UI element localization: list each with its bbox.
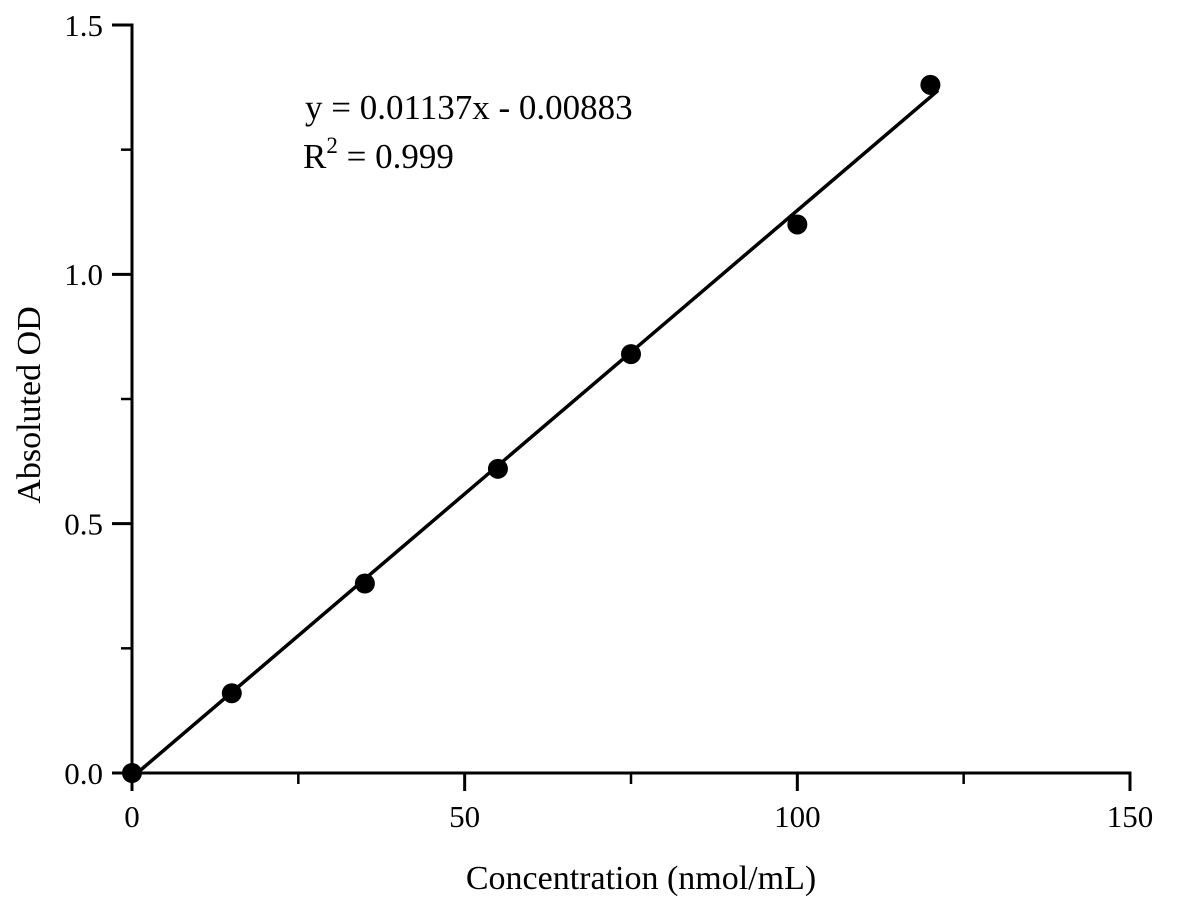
fit-line — [135, 89, 939, 775]
y-tick-label: 1.5 — [64, 8, 103, 43]
data-point — [221, 683, 242, 704]
plot-series — [122, 74, 941, 783]
data-point — [354, 573, 375, 594]
x-tick-label: 100 — [774, 799, 821, 834]
x-tick-label: 50 — [449, 799, 480, 834]
x-tick-label: 150 — [1107, 799, 1154, 834]
data-point — [487, 458, 508, 479]
y-axis-title: Absoluted OD — [11, 306, 48, 503]
data-point — [787, 214, 808, 235]
x-axis-title: Concentration (nmol/mL) — [466, 860, 816, 897]
y-tick-label: 1.0 — [64, 257, 103, 292]
data-point — [920, 74, 941, 95]
r-squared-base: R — [303, 137, 327, 176]
r-squared-label: R2 = 0.999 — [303, 133, 454, 176]
x-tick-label: 0 — [124, 799, 140, 834]
data-point — [122, 763, 142, 783]
data-point — [621, 344, 641, 365]
r-squared-superscript: 2 — [326, 133, 338, 158]
axes: 0 50 100 150 0.0 0.5 1.0 1.5 — [64, 8, 1153, 834]
y-tick-label: 0.5 — [64, 507, 103, 542]
y-tick-label: 0.0 — [64, 756, 103, 791]
fit-equation-label: y = 0.01137x - 0.00883 — [305, 88, 633, 127]
r-squared-value: = 0.999 — [338, 137, 454, 176]
